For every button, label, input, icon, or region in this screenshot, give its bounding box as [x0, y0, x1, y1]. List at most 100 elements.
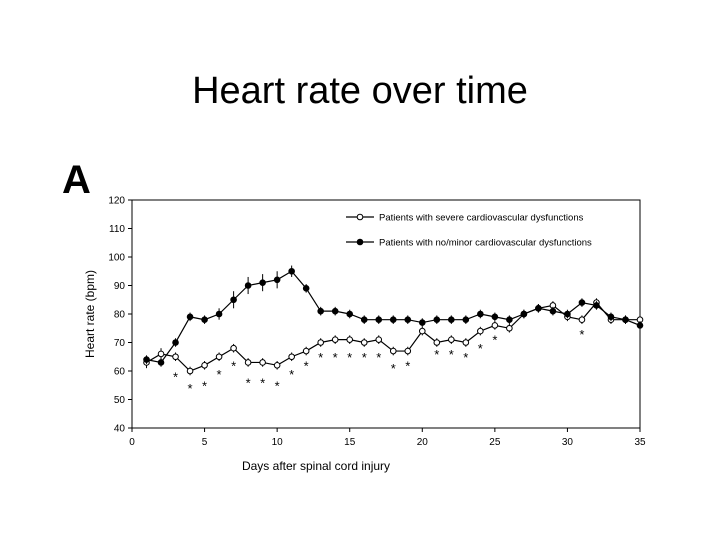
data-point [288, 267, 295, 275]
data-point [273, 362, 281, 369]
significance-marker: * [217, 367, 222, 382]
data-point [520, 310, 528, 318]
data-point [346, 336, 354, 343]
significance-marker: * [231, 358, 236, 373]
data-point [331, 307, 339, 315]
legend-label: Patients with severe cardiovascular dysf… [379, 213, 584, 224]
data-point [462, 339, 470, 346]
data-point [259, 279, 266, 286]
y-tick-label: 40 [114, 424, 126, 435]
data-point [448, 316, 455, 324]
x-tick-label: 15 [344, 437, 356, 448]
data-point [564, 310, 571, 318]
data-point [389, 347, 397, 355]
legend-marker [356, 238, 364, 246]
significance-marker: * [275, 378, 280, 393]
data-point [404, 347, 412, 355]
data-point [462, 316, 470, 324]
significance-marker: * [173, 370, 178, 385]
data-point [578, 316, 586, 324]
data-point [375, 316, 383, 324]
data-point [317, 339, 324, 346]
x-axis-label: Days after spinal cord injury [242, 459, 390, 473]
significance-marker: * [405, 358, 410, 373]
significance-marker: * [318, 350, 323, 365]
significance-marker: * [289, 367, 294, 382]
series-2 [143, 265, 644, 367]
significance-marker: * [347, 350, 352, 365]
data-point [230, 344, 237, 352]
significance-marker: * [391, 361, 396, 376]
annotations: * * * * * * * * * * * * * * * * * * * * * * * [173, 327, 584, 396]
data-point [404, 316, 412, 324]
data-point [346, 310, 354, 318]
x-tick-label: 10 [272, 437, 284, 448]
y-tick-label: 120 [108, 196, 125, 207]
significance-marker: * [202, 378, 207, 393]
data-point [331, 336, 339, 343]
data-point [317, 307, 324, 315]
data-point [578, 299, 586, 306]
data-point [186, 313, 194, 321]
significance-marker: * [246, 375, 251, 390]
legend-label: Patients with no/minor cardiovascular dy… [379, 238, 592, 249]
significance-marker: * [260, 375, 265, 390]
data-point [593, 302, 600, 309]
data-point [477, 327, 484, 335]
data-point [157, 359, 165, 366]
data-point [535, 305, 542, 312]
data-point [143, 356, 150, 363]
significance-marker: * [478, 341, 483, 356]
data-point [506, 316, 513, 324]
data-point [302, 347, 310, 355]
data-point [389, 316, 397, 324]
x-tick-label: 0 [129, 437, 135, 448]
data-point [433, 339, 441, 346]
data-point [375, 336, 383, 343]
data-point [491, 313, 499, 321]
data-point [477, 310, 484, 318]
y-tick-label: 60 [114, 367, 126, 378]
data-point [244, 359, 252, 366]
data-point [506, 324, 513, 332]
y-tick-label: 110 [109, 224, 125, 235]
significance-marker: * [492, 333, 497, 348]
data-point [273, 276, 281, 284]
panel-label: A [62, 158, 91, 202]
significance-marker: * [376, 350, 381, 365]
data-point [215, 353, 223, 361]
significance-marker: * [449, 347, 454, 362]
significance-marker: * [304, 358, 309, 373]
y-tick-label: 100 [108, 253, 125, 264]
data-point [491, 322, 499, 329]
axes: 0 5 10 15 20 25 30 35 40 50 60 70 80 90 100 110 120 Days … [83, 196, 646, 474]
significance-marker: * [362, 350, 367, 365]
legend-marker [356, 213, 364, 221]
series-layer [143, 265, 644, 376]
data-point [186, 367, 194, 375]
data-point [230, 296, 237, 304]
significance-marker: * [188, 381, 193, 396]
data-point [157, 350, 165, 358]
data-point [448, 336, 455, 343]
x-tick-label: 35 [634, 437, 646, 448]
data-point [636, 322, 644, 329]
data-point [172, 353, 179, 361]
x-tick-label: 5 [202, 437, 208, 448]
y-tick-label: 70 [114, 338, 126, 349]
data-point [418, 319, 426, 326]
significance-marker: * [579, 327, 584, 342]
data-point [418, 327, 426, 335]
y-tick-label: 50 [114, 395, 126, 406]
slide-title: Heart rate over time [192, 70, 528, 112]
data-point [622, 316, 629, 324]
data-point [360, 316, 368, 324]
data-point [215, 310, 223, 318]
x-tick-label: 30 [562, 437, 574, 448]
data-point [360, 339, 368, 346]
y-axis-label: Heart rate (bpm) [83, 270, 97, 358]
data-point [433, 316, 441, 324]
data-point [172, 339, 179, 346]
data-point [607, 313, 615, 321]
